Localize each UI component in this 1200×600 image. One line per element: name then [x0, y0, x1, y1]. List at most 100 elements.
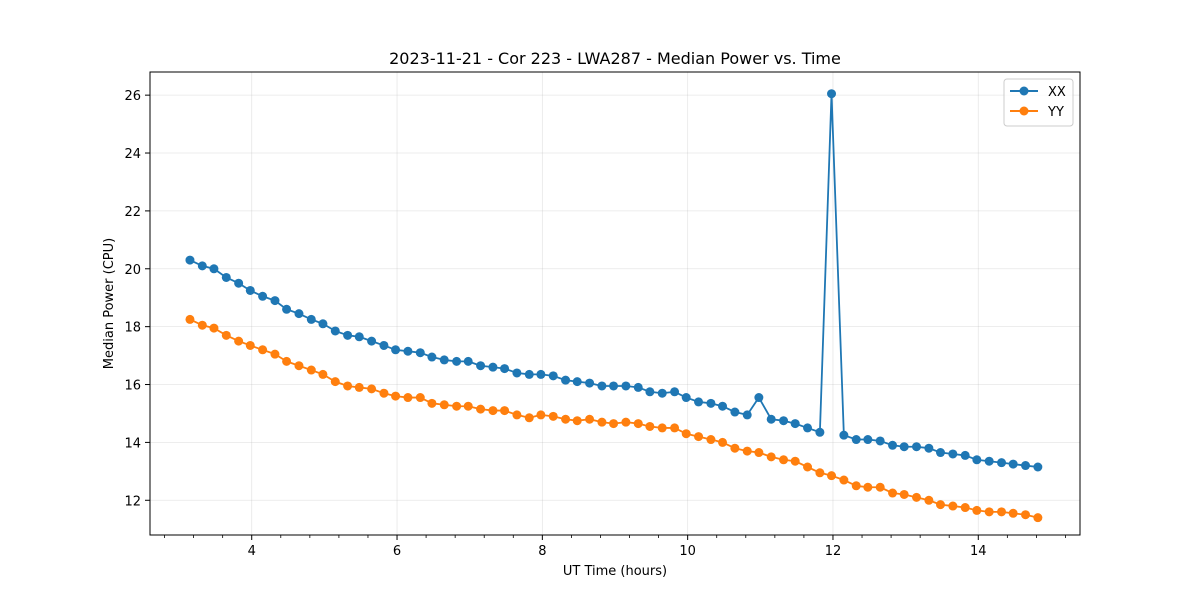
data-point-xx	[706, 398, 716, 408]
data-point-yy	[354, 382, 364, 392]
data-point-xx	[234, 278, 244, 288]
data-point-xx	[997, 458, 1007, 468]
data-point-xx	[984, 456, 994, 466]
data-point-yy	[597, 417, 607, 427]
y-tick-label: 14	[124, 436, 141, 451]
data-point-xx	[427, 352, 437, 362]
data-point-xx	[294, 309, 304, 319]
data-point-yy	[742, 446, 752, 456]
x-tick-label: 6	[393, 544, 401, 559]
data-point-yy	[209, 323, 219, 333]
data-point-yy	[524, 413, 534, 423]
data-point-yy	[270, 349, 280, 359]
data-point-xx	[972, 455, 982, 465]
data-point-xx	[1021, 461, 1031, 471]
data-point-xx	[960, 450, 970, 460]
y-tick-label: 18	[124, 321, 141, 336]
x-tick-label: 10	[679, 544, 696, 559]
data-point-yy	[476, 404, 486, 414]
data-point-yy	[512, 410, 522, 420]
data-point-xx	[500, 364, 510, 374]
data-point-yy	[185, 314, 195, 324]
data-point-yy	[924, 495, 934, 505]
legend-marker-xx	[1019, 86, 1029, 96]
data-point-yy	[488, 406, 498, 416]
data-point-yy	[318, 369, 328, 379]
data-point-yy	[234, 336, 244, 346]
data-point-xx	[936, 448, 945, 458]
data-point-xx	[245, 285, 255, 295]
y-tick-label: 22	[124, 205, 141, 220]
axes-ticks: 4 6 8 10 12 14 12 14 16 18 20 22 24 26	[124, 89, 1066, 559]
data-point-yy	[984, 507, 994, 517]
x-axis-label: UT Time (hours)	[563, 564, 667, 579]
data-point-xx	[379, 340, 389, 350]
data-point-xx	[197, 261, 207, 271]
data-point-yy	[415, 393, 425, 403]
data-point-yy	[379, 388, 389, 398]
y-tick-label: 20	[124, 263, 141, 278]
data-point-xx	[1033, 462, 1043, 472]
data-point-yy	[815, 468, 825, 478]
data-point-yy	[585, 414, 595, 424]
data-point-xx	[754, 393, 764, 403]
data-point-yy	[694, 432, 704, 442]
data-point-yy	[343, 381, 353, 391]
data-point-xx	[452, 356, 462, 366]
data-point-xx	[875, 436, 885, 446]
data-point-yy	[899, 489, 909, 499]
data-point-xx	[597, 381, 607, 391]
data-point-xx	[330, 326, 340, 336]
data-point-yy	[779, 455, 789, 465]
data-point-yy	[948, 501, 958, 511]
data-point-xx	[633, 382, 643, 392]
data-point-xx	[815, 427, 825, 437]
data-point-xx	[403, 346, 413, 356]
data-point-yy	[790, 456, 800, 466]
y-tick-label: 16	[124, 379, 141, 394]
data-point-yy	[621, 417, 631, 427]
x-tick-label: 8	[538, 544, 546, 559]
data-point-xx	[258, 291, 268, 301]
data-point-yy	[403, 393, 413, 403]
series-yy	[185, 314, 1043, 523]
data-point-xx	[548, 371, 558, 381]
data-point-xx	[730, 407, 740, 417]
data-point-yy	[633, 419, 643, 429]
data-point-xx	[536, 369, 546, 379]
data-point-yy	[609, 419, 619, 429]
y-tick-label: 24	[124, 147, 141, 162]
data-point-yy	[718, 437, 728, 447]
data-point-xx	[354, 332, 364, 342]
data-point-yy	[197, 320, 207, 330]
data-point-yy	[997, 507, 1007, 517]
data-point-yy	[391, 391, 401, 401]
data-point-xx	[851, 435, 861, 445]
data-point-xx	[912, 442, 922, 452]
data-point-xx	[742, 410, 752, 420]
data-point-yy	[282, 356, 292, 366]
legend-marker-yy	[1019, 106, 1029, 116]
data-point-yy	[875, 482, 885, 492]
data-point-xx	[609, 381, 619, 391]
data-point-yy	[245, 340, 255, 350]
data-point-yy	[1008, 508, 1018, 518]
legend-label-xx: XX	[1048, 85, 1066, 100]
data-point-xx	[185, 255, 195, 265]
data-point-yy	[536, 410, 546, 420]
data-point-xx	[863, 435, 873, 445]
data-point-xx	[367, 336, 377, 346]
data-point-xx	[790, 419, 800, 429]
data-point-xx	[948, 449, 958, 459]
data-point-xx	[306, 314, 316, 324]
data-point-xx	[476, 361, 486, 371]
data-point-xx	[561, 375, 571, 385]
data-point-yy	[912, 492, 922, 502]
data-point-yy	[839, 475, 849, 485]
data-point-yy	[439, 400, 449, 410]
data-point-yy	[670, 423, 680, 433]
data-point-yy	[294, 361, 304, 371]
data-point-xx	[463, 356, 473, 366]
